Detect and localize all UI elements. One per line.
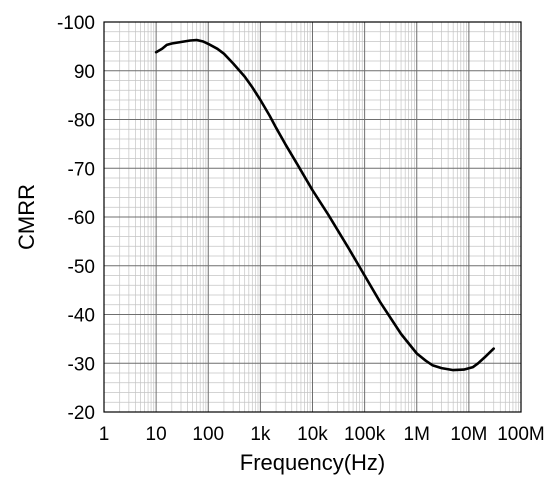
x-tick-label: 10 — [146, 424, 167, 445]
y-tick-label: -20 — [68, 403, 95, 424]
x-tick-label: 10M — [450, 424, 487, 445]
x-tick-label: 10k — [297, 424, 328, 445]
x-axis-title: Frequency(Hz) — [240, 450, 385, 475]
y-tick-label: -100 — [57, 13, 95, 34]
y-tick-label: 90 — [74, 62, 95, 83]
cmrr-series-line — [156, 40, 494, 370]
y-tick-label: -70 — [68, 159, 95, 180]
x-tick-label: 100k — [344, 424, 386, 445]
y-tick-label: -60 — [68, 208, 95, 229]
x-tick-label: 100M — [497, 424, 545, 445]
x-tick-labels: 1 10 100 1k 10k 100k 1M 10M 100M — [99, 424, 545, 445]
y-tick-label: -40 — [68, 306, 95, 327]
y-tick-label: -80 — [68, 111, 95, 132]
x-tick-label: 100 — [192, 424, 224, 445]
y-tick-labels: -100 90 -80 -70 -60 -50 -40 -30 -20 — [57, 13, 95, 424]
y-tick-label: -50 — [68, 257, 95, 278]
x-tick-label: 1 — [99, 424, 110, 445]
x-tick-label: 1M — [404, 424, 430, 445]
x-tick-label: 1k — [250, 424, 271, 445]
y-axis-title: CMRR — [14, 184, 39, 250]
y-tick-label: -30 — [68, 354, 95, 375]
